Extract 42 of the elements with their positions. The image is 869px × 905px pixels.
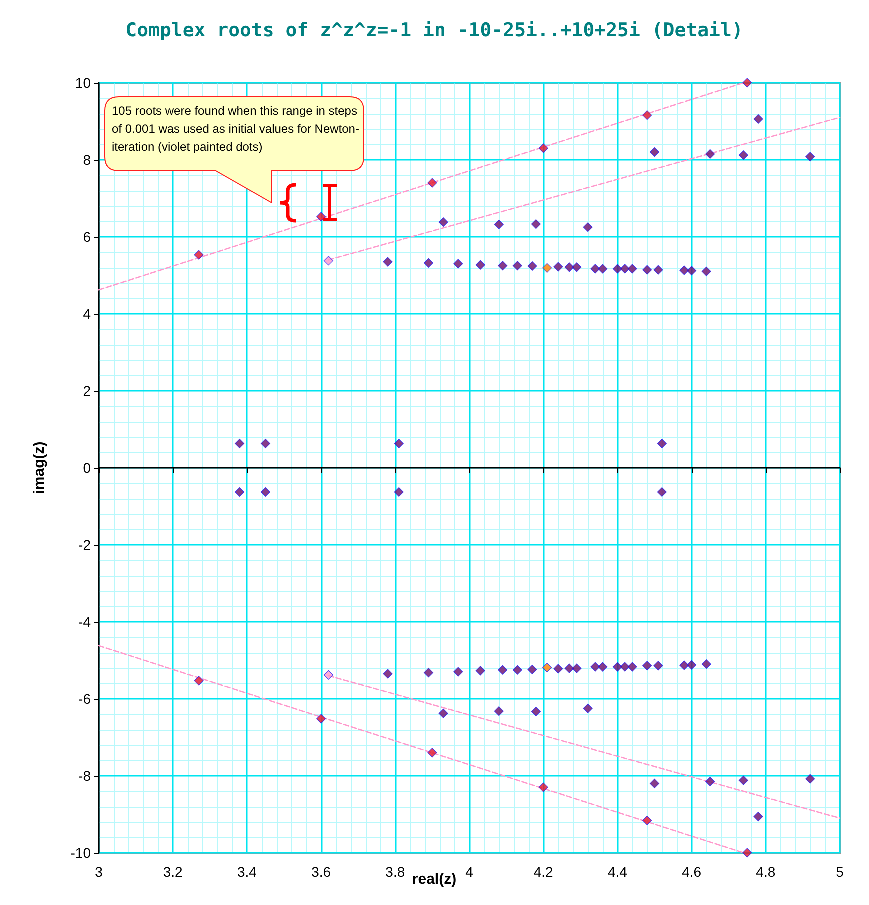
- point: [194, 250, 204, 260]
- x-axis-title: real(z): [412, 871, 457, 888]
- point: [542, 663, 552, 673]
- point: [194, 676, 204, 686]
- x-tick-label: 3: [95, 864, 104, 880]
- point: [316, 212, 326, 222]
- y-tick-label: 0: [83, 460, 92, 476]
- x-tick-label: 4.2: [534, 864, 554, 880]
- y-tick-label: 4: [83, 306, 92, 322]
- y-tick-label: 10: [75, 75, 92, 91]
- chart-title: Complex roots of z^z^z=-1 in -10-25i..+10+25i (Detail): [126, 20, 744, 42]
- x-tick-label: 3.8: [386, 864, 406, 880]
- y-tick-label: 6: [83, 229, 92, 245]
- point: [742, 78, 752, 88]
- point: [642, 110, 652, 120]
- point: [742, 848, 752, 858]
- point: [324, 670, 334, 680]
- x-tick-label: 4.4: [608, 864, 628, 880]
- x-tick-label: 5: [836, 864, 844, 880]
- point: [538, 144, 548, 154]
- x-tick-label: 3.2: [163, 864, 184, 880]
- point: [428, 178, 438, 188]
- x-tick-label: 3.4: [237, 864, 258, 880]
- y-tick-label: -10: [70, 845, 92, 861]
- x-tick-label: 3.6: [312, 864, 332, 880]
- annotation: 105 roots were found when this range in steps of 0.001 was used as initial values for Newton-iteration (violet painted dots): [112, 103, 360, 156]
- point: [428, 748, 438, 758]
- point: [538, 782, 548, 792]
- x-tick-label: 4: [466, 864, 474, 880]
- y-tick-label: 2: [83, 383, 92, 399]
- x-tick-label: 4.6: [682, 864, 702, 880]
- y-tick-label: -8: [78, 768, 92, 784]
- x-tick-label: 4.8: [756, 864, 776, 880]
- y-tick-label: -4: [78, 614, 92, 630]
- point: [642, 816, 652, 826]
- y-tick-label: -2: [78, 537, 92, 553]
- y-axis-title: imag(z): [31, 442, 48, 494]
- y-tick-label: 8: [83, 152, 92, 168]
- point: [542, 263, 552, 273]
- y-tick-label: -6: [78, 691, 92, 707]
- point: [316, 714, 326, 724]
- point: [324, 256, 334, 266]
